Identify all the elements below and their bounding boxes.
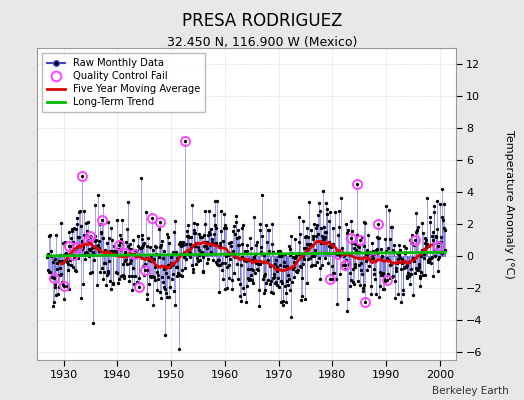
Text: 32.450 N, 116.900 W (Mexico): 32.450 N, 116.900 W (Mexico) <box>167 36 357 49</box>
Y-axis label: Temperature Anomaly (°C): Temperature Anomaly (°C) <box>504 130 514 278</box>
Text: Berkeley Earth: Berkeley Earth <box>432 386 508 396</box>
Legend: Raw Monthly Data, Quality Control Fail, Five Year Moving Average, Long-Term Tren: Raw Monthly Data, Quality Control Fail, … <box>42 53 205 112</box>
Text: PRESA RODRIGUEZ: PRESA RODRIGUEZ <box>182 12 342 30</box>
